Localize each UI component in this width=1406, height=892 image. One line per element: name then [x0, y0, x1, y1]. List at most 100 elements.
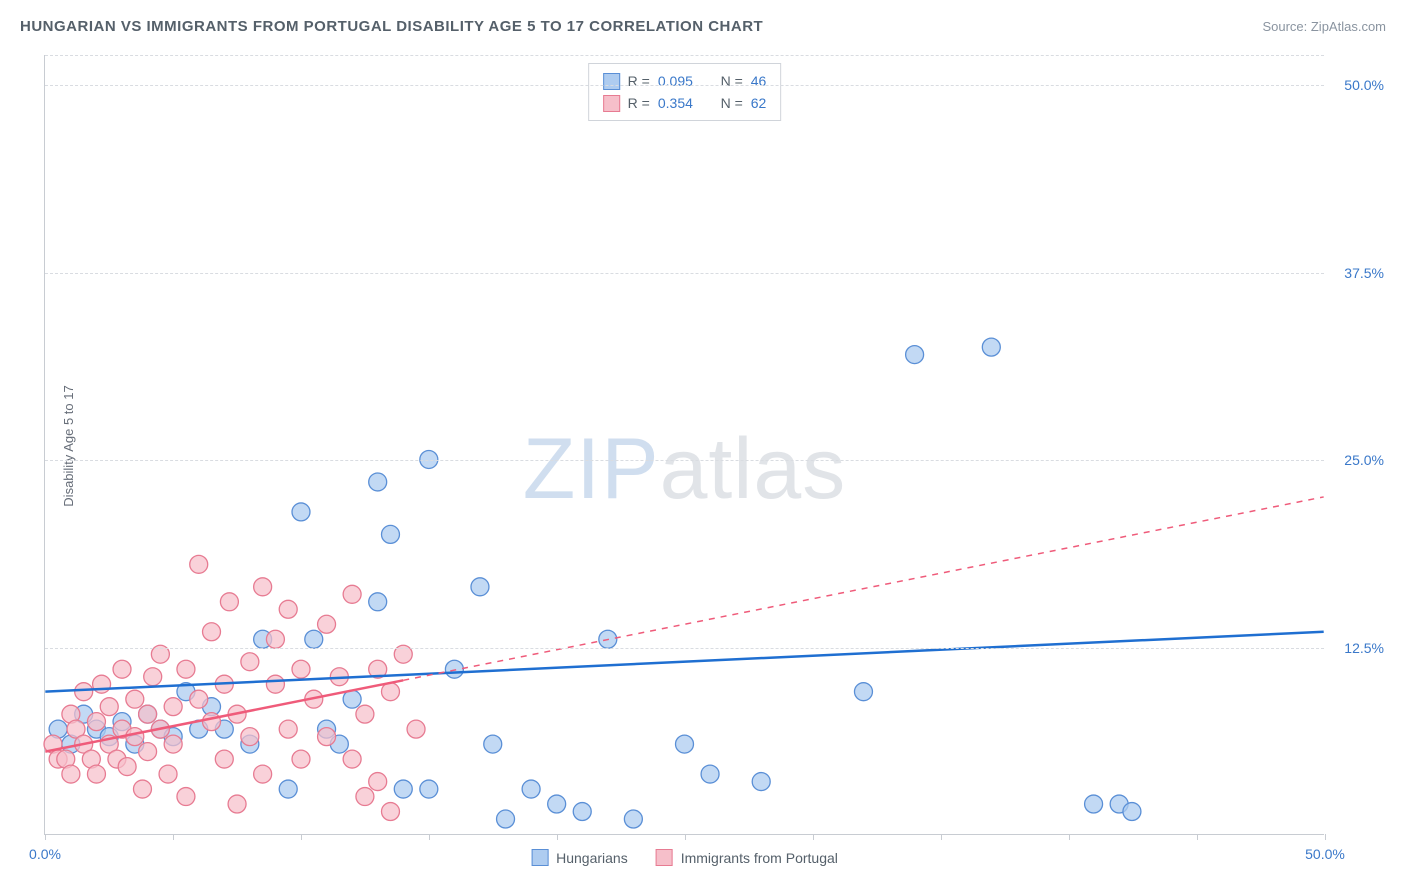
data-point	[752, 773, 770, 791]
gridline	[45, 273, 1324, 274]
series-swatch	[531, 849, 548, 866]
data-point	[292, 503, 310, 521]
data-point	[100, 698, 118, 716]
data-point	[369, 473, 387, 491]
data-point	[139, 743, 157, 761]
chart-svg	[45, 55, 1324, 834]
x-tick	[1069, 834, 1070, 840]
y-tick-label: 37.5%	[1329, 265, 1384, 281]
data-point	[676, 735, 694, 753]
x-tick	[45, 834, 46, 840]
data-point	[292, 660, 310, 678]
x-tick	[301, 834, 302, 840]
data-point	[279, 720, 297, 738]
x-tick	[941, 834, 942, 840]
x-tick	[1325, 834, 1326, 840]
y-tick-label: 25.0%	[1329, 452, 1384, 468]
x-tick	[1197, 834, 1198, 840]
x-tick	[813, 834, 814, 840]
x-tick	[685, 834, 686, 840]
data-point	[982, 338, 1000, 356]
data-point	[177, 660, 195, 678]
data-point	[407, 720, 425, 738]
data-point	[343, 585, 361, 603]
gridline	[45, 85, 1324, 86]
data-point	[87, 765, 105, 783]
legend-item: Immigrants from Portugal	[656, 849, 838, 866]
data-point	[381, 525, 399, 543]
x-tick-label: 0.0%	[29, 846, 61, 862]
data-point	[343, 750, 361, 768]
data-point	[177, 788, 195, 806]
data-point	[1085, 795, 1103, 813]
data-point	[548, 795, 566, 813]
data-point	[133, 780, 151, 798]
data-point	[241, 728, 259, 746]
legend-item: Hungarians	[531, 849, 628, 866]
data-point	[118, 758, 136, 776]
data-point	[241, 653, 259, 671]
data-point	[190, 690, 208, 708]
x-tick	[557, 834, 558, 840]
data-point	[126, 690, 144, 708]
x-tick-label: 50.0%	[1305, 846, 1345, 862]
data-point	[159, 765, 177, 783]
data-point	[75, 683, 93, 701]
gridline	[45, 648, 1324, 649]
data-point	[144, 668, 162, 686]
data-point	[318, 615, 336, 633]
data-point	[497, 810, 515, 828]
chart-title: HUNGARIAN VS IMMIGRANTS FROM PORTUGAL DI…	[20, 18, 763, 35]
data-point	[445, 660, 463, 678]
data-point	[522, 780, 540, 798]
x-tick	[173, 834, 174, 840]
data-point	[203, 623, 221, 641]
data-point	[573, 803, 591, 821]
data-point	[113, 660, 131, 678]
data-point	[318, 728, 336, 746]
data-point	[126, 728, 144, 746]
y-tick-label: 50.0%	[1329, 77, 1384, 93]
data-point	[164, 698, 182, 716]
data-point	[215, 750, 233, 768]
data-point	[471, 578, 489, 596]
data-point	[369, 593, 387, 611]
data-point	[87, 713, 105, 731]
data-point	[139, 705, 157, 723]
y-tick-label: 12.5%	[1329, 640, 1384, 656]
data-point	[854, 683, 872, 701]
data-point	[266, 630, 284, 648]
series-swatch	[603, 95, 620, 112]
data-point	[1123, 803, 1141, 821]
source-attribution: Source: ZipAtlas.com	[1262, 19, 1386, 34]
data-point	[62, 765, 80, 783]
stat-row: R = 0.095 N = 46	[603, 70, 767, 92]
data-point	[279, 780, 297, 798]
x-tick	[429, 834, 430, 840]
data-point	[292, 750, 310, 768]
data-point	[203, 713, 221, 731]
data-point	[305, 630, 323, 648]
data-point	[356, 705, 374, 723]
stat-row: R = 0.354 N = 62	[603, 92, 767, 114]
data-point	[381, 803, 399, 821]
data-point	[369, 773, 387, 791]
data-point	[254, 765, 272, 783]
data-point	[906, 346, 924, 364]
data-point	[254, 578, 272, 596]
data-point	[394, 780, 412, 798]
series-swatch	[603, 73, 620, 90]
gridline	[45, 460, 1324, 461]
correlation-stats-box: R = 0.095 N = 46R = 0.354 N = 62	[588, 63, 782, 121]
data-point	[484, 735, 502, 753]
data-point	[279, 600, 297, 618]
data-point	[420, 780, 438, 798]
data-point	[164, 735, 182, 753]
chart-plot-area: ZIPatlas R = 0.095 N = 46R = 0.354 N = 6…	[44, 55, 1324, 835]
data-point	[624, 810, 642, 828]
data-point	[701, 765, 719, 783]
data-point	[190, 555, 208, 573]
data-point	[381, 683, 399, 701]
series-swatch	[656, 849, 673, 866]
data-point	[220, 593, 238, 611]
